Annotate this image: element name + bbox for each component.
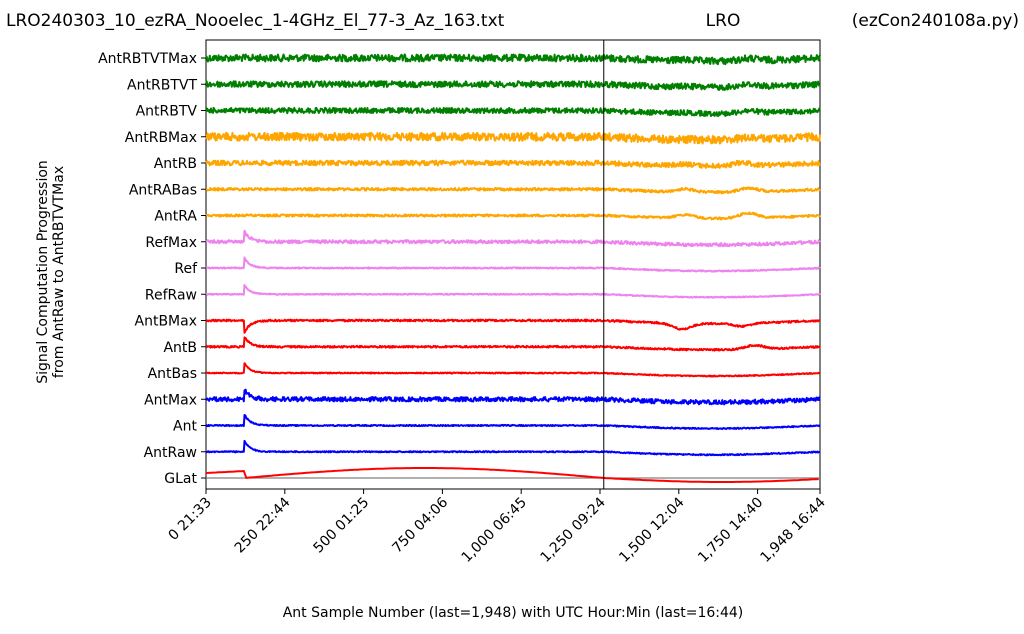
x-axis-title: Ant Sample Number (last=1,948) with UTC … bbox=[283, 605, 744, 621]
x-tick-label: 1,750 14:40 bbox=[695, 495, 766, 566]
series-line-antrbtvtmax bbox=[205, 53, 821, 66]
x-tick-label: 0 21:33 bbox=[166, 495, 215, 544]
x-tick-label: 750 04:06 bbox=[389, 494, 451, 556]
y-tick-label: AntRBTV bbox=[136, 104, 198, 120]
series-line-antrbtvt bbox=[205, 80, 821, 91]
y-axis-title-line2: from AntRaw to AntRBTVTMax bbox=[51, 166, 67, 378]
series-line-antrabas bbox=[205, 186, 821, 195]
x-tick-label: 1,250 09:24 bbox=[537, 494, 608, 565]
y-tick-label: AntMax bbox=[144, 392, 197, 408]
chart-title-center: LRO bbox=[706, 11, 741, 31]
y-axis-ticks: AntRBTVTMax AntRBTVT AntRBTV AntRBMax AntRB A… bbox=[98, 51, 206, 487]
series-line-antrb bbox=[205, 159, 821, 169]
x-axis-ticks: 0 21:33 250 22:44 500 01:25 750 04:06 1,000 … bbox=[166, 489, 829, 566]
chart-title-right: (ezCon240108a.py) bbox=[852, 11, 1019, 31]
y-tick-label: RefMax bbox=[145, 235, 197, 251]
y-axis-title: Signal Computation Progression from AntR… bbox=[35, 160, 67, 384]
y-tick-label: AntBMax bbox=[135, 314, 198, 330]
series-line-refmax bbox=[205, 229, 821, 248]
x-tick-label: 250 22:44 bbox=[232, 494, 294, 556]
plot-frame bbox=[205, 39, 821, 490]
x-tick-label: 1,500 12:04 bbox=[616, 494, 687, 565]
y-tick-label: AntRBTVTMax bbox=[98, 51, 197, 67]
series-line-antmax bbox=[205, 388, 821, 406]
y-tick-label: AntB bbox=[163, 340, 197, 356]
series-line-antbmax bbox=[205, 318, 821, 334]
series-line-antb bbox=[205, 336, 821, 352]
y-tick-label: AntRBTVT bbox=[127, 77, 197, 93]
x-tick-label: 1,000 06:45 bbox=[459, 495, 530, 566]
series-line-antbas bbox=[205, 362, 821, 378]
y-tick-label: RefRaw bbox=[145, 287, 197, 303]
chart-title-left: LRO240303_10_ezRA_Nooelec_1-4GHz_El_77-3… bbox=[6, 11, 505, 31]
series-line-antrbmax bbox=[205, 131, 821, 145]
x-tick-label: 1,948 16:44 bbox=[757, 494, 828, 565]
series-line-antraw bbox=[205, 439, 821, 457]
y-axis-title-line1: Signal Computation Progression bbox=[35, 160, 51, 384]
series-line-antra bbox=[205, 211, 821, 221]
x-tick-label: 500 01:25 bbox=[311, 495, 373, 557]
y-tick-label: AntRaw bbox=[144, 445, 197, 461]
y-tick-label: AntRA bbox=[154, 209, 197, 225]
y-tick-label: GLat bbox=[164, 471, 197, 487]
series-line-antrbtv bbox=[205, 106, 821, 117]
series-line-refraw bbox=[205, 284, 821, 299]
y-tick-label: Ant bbox=[173, 419, 197, 435]
series-line-ref bbox=[205, 256, 821, 273]
plot-area bbox=[205, 39, 821, 490]
y-tick-label: AntRABas bbox=[129, 182, 197, 198]
y-tick-label: AntRB bbox=[154, 156, 197, 172]
y-tick-label: AntRBMax bbox=[125, 130, 197, 146]
y-tick-label: AntBas bbox=[148, 366, 197, 382]
y-tick-label: Ref bbox=[174, 261, 198, 277]
series-line-glat bbox=[205, 467, 819, 483]
series-line-ant bbox=[205, 414, 821, 430]
